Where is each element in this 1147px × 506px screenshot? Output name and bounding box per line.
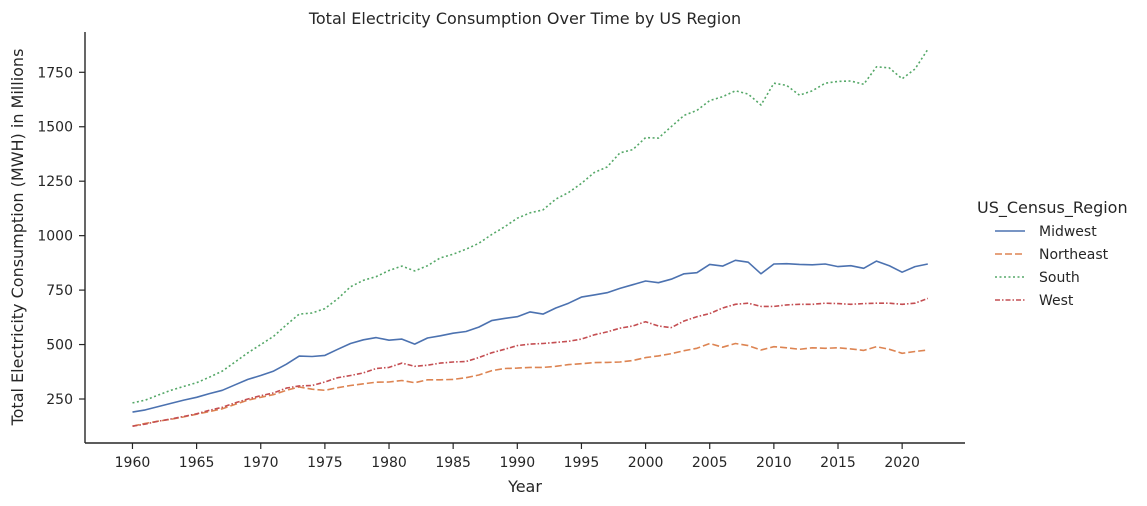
- x-tick-label: 1965: [179, 455, 215, 471]
- legend-label-northeast: Northeast: [1039, 247, 1109, 263]
- x-tick-label: 2010: [756, 455, 792, 471]
- plot-lines: [132, 48, 929, 427]
- legend-title: US_Census_Region: [977, 198, 1128, 218]
- series-line-midwest: [132, 259, 928, 413]
- chart-title: Total Electricity Consumption Over Time …: [308, 9, 741, 28]
- x-tick-label: 1980: [371, 455, 407, 471]
- x-tick-label: 1960: [115, 455, 151, 471]
- y-tick-label: 1250: [37, 174, 73, 190]
- x-tick-label: 1985: [435, 455, 471, 471]
- legend: US_Census_Region Midwest Northeast South We…: [977, 198, 1128, 309]
- series-line-west: [132, 297, 929, 427]
- x-tick-label: 1970: [243, 455, 279, 471]
- x-axis-title: Year: [507, 477, 542, 496]
- x-tick-label: 2015: [820, 455, 856, 471]
- series-line-northeast: [132, 342, 928, 427]
- legend-items: Midwest Northeast South West: [995, 224, 1109, 309]
- y-tick-label: 750: [46, 283, 73, 299]
- y-ticks: 250 500 750 1000 1250 1500 1750: [37, 65, 85, 408]
- legend-label-midwest: Midwest: [1039, 224, 1097, 240]
- x-tick-label: 1975: [307, 455, 343, 471]
- x-tick-label: 1995: [564, 455, 600, 471]
- series-line-south: [132, 48, 929, 404]
- y-tick-label: 1750: [37, 65, 73, 81]
- y-axis-title: Total Electricity Consumption (MWH) in M…: [8, 49, 27, 427]
- x-tick-label: 2000: [628, 455, 664, 471]
- y-tick-label: 1000: [37, 229, 73, 245]
- x-tick-label: 2005: [692, 455, 728, 471]
- legend-label-west: West: [1039, 293, 1074, 309]
- x-tick-label: 1990: [499, 455, 535, 471]
- y-tick-label: 500: [46, 338, 73, 354]
- y-tick-label: 1500: [37, 120, 73, 136]
- x-ticks: 1960 1965 1970 1975 1980 1985 1990 1995 2000 2005…: [115, 443, 920, 471]
- y-tick-label: 250: [46, 392, 73, 408]
- legend-label-south: South: [1039, 270, 1080, 286]
- x-tick-label: 2020: [884, 455, 920, 471]
